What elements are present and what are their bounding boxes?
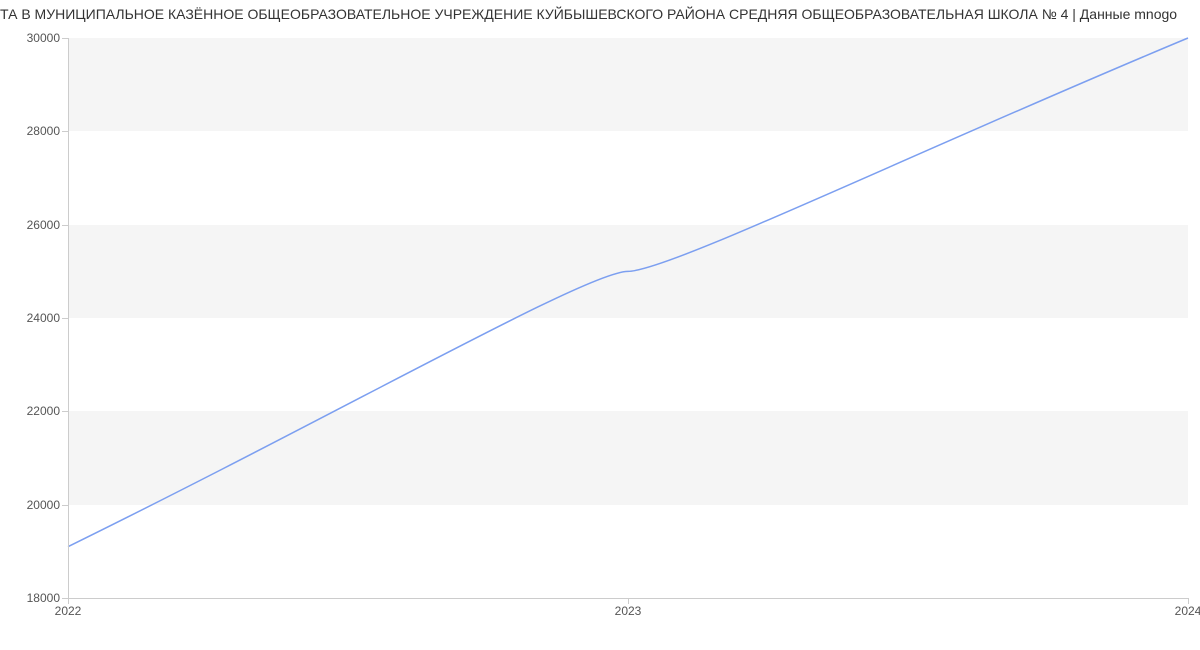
y-tick-mark (62, 38, 68, 39)
line-series (68, 38, 1188, 598)
series-line (68, 38, 1188, 547)
plot-area (68, 38, 1188, 598)
y-axis-line (68, 38, 69, 598)
y-tick-label: 30000 (10, 31, 60, 45)
y-tick-mark (62, 411, 68, 412)
y-tick-mark (62, 318, 68, 319)
y-tick-label: 18000 (10, 591, 60, 605)
x-tick-mark (1188, 598, 1189, 604)
chart-title: ТА В МУНИЦИПАЛЬНОЕ КАЗЁННОЕ ОБЩЕОБРАЗОВА… (0, 6, 1200, 22)
y-tick-label: 28000 (10, 124, 60, 138)
y-tick-mark (62, 505, 68, 506)
y-tick-mark (62, 225, 68, 226)
y-tick-label: 22000 (10, 404, 60, 418)
y-tick-label: 26000 (10, 218, 60, 232)
x-tick-label: 2022 (55, 604, 82, 618)
x-tick-mark (68, 598, 69, 604)
y-tick-label: 24000 (10, 311, 60, 325)
x-tick-mark (628, 598, 629, 604)
x-tick-label: 2024 (1175, 604, 1200, 618)
y-tick-mark (62, 131, 68, 132)
chart-container: ТА В МУНИЦИПАЛЬНОЕ КАЗЁННОЕ ОБЩЕОБРАЗОВА… (0, 0, 1200, 650)
x-tick-label: 2023 (615, 604, 642, 618)
y-tick-label: 20000 (10, 498, 60, 512)
